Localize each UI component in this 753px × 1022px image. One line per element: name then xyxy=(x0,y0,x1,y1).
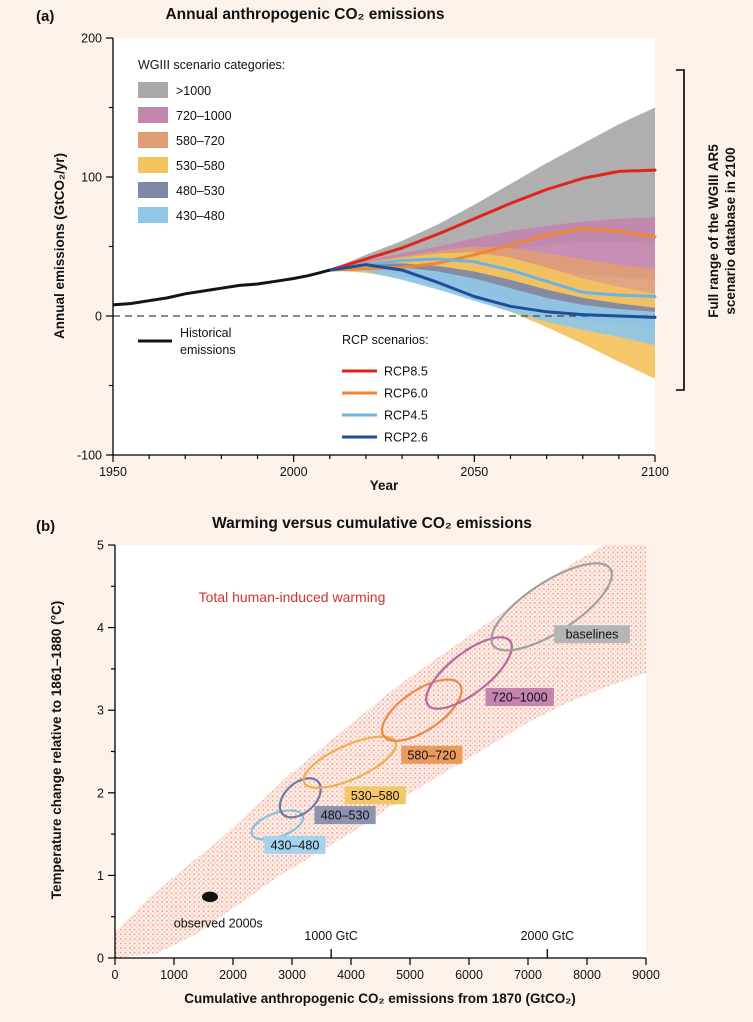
scenario-chip-label: baselines xyxy=(566,628,619,642)
rcp-legend-label: RCP2.6 xyxy=(384,431,428,445)
scenario-ellipse-580–720 xyxy=(380,678,463,742)
warming-band-label: Total human-induced warming xyxy=(198,589,386,605)
panel-b-y-tick-label: 5 xyxy=(97,539,104,553)
panel-b-x-tick-label: 7000 xyxy=(514,968,542,982)
panel-b-x-tick-label: 8000 xyxy=(573,968,601,982)
panel-a-y-tick-label: 0 xyxy=(95,310,102,324)
panel-b-x-tick-label: 0 xyxy=(112,968,119,982)
gtc-tick-label: 2000 GtC xyxy=(521,929,575,943)
panel-b-y-tick-label: 4 xyxy=(97,621,104,635)
panel-a-y-tick-label: 200 xyxy=(81,32,102,46)
wg3-legend-swatch-480–530 xyxy=(138,182,168,198)
scenario-band-530–580 xyxy=(329,252,655,379)
scenario-ellipse-480–530 xyxy=(278,777,322,819)
panel-a: 1950 2000 2050 2100 -100 0 100 200 >1000 720–1000… xyxy=(0,0,753,505)
panel-a-x-tick-label: 2000 xyxy=(280,465,308,479)
observed-2000s-label: observed 2000s xyxy=(174,916,263,930)
scenario-chip-530–580 xyxy=(344,786,406,805)
full-range-bracket xyxy=(676,69,685,391)
rcp-legend-title: RCP scenarios: xyxy=(342,333,429,347)
wg3-legend-swatch-580–720 xyxy=(138,132,168,148)
panel-b-x-tick-label: 9000 xyxy=(632,968,660,982)
panel-b-title: Warming versus cumulative CO₂ emissions xyxy=(212,515,532,532)
panel-a-title: Annual anthropogenic CO₂ emissions xyxy=(165,6,445,23)
right-bracket-label: Full range of the WGIII AR5 scenario dat… xyxy=(705,61,741,401)
wg3-legend-label: 720–1000 xyxy=(176,109,232,123)
panel-b-x-tick-label: 4000 xyxy=(337,968,365,982)
panel-b-tag: (b) xyxy=(36,518,56,535)
wg3-legend-label: 480–530 xyxy=(176,184,225,198)
rcp-legend-label: RCP4.5 xyxy=(384,409,428,423)
rcp-legend-label: RCP6.0 xyxy=(384,387,428,401)
scenario-ellipse-outline-480–530 xyxy=(278,777,322,819)
wg3-legend-label: 580–720 xyxy=(176,134,225,148)
panel-a-x-tick-label: 2100 xyxy=(641,465,669,479)
panel-a-y-tick-label: -100 xyxy=(77,449,102,463)
panel-b: 430–480 480–530 530–580 580–720 720–1000 base… xyxy=(0,505,753,1022)
scenario-chip-580–720 xyxy=(401,745,463,764)
scenario-chip-480–530 xyxy=(314,806,376,825)
wg3-legend-swatch-720–1000 xyxy=(138,107,168,123)
scenario-band-430–480 xyxy=(329,266,655,346)
rcp-line-RCP2.6 xyxy=(328,263,657,319)
scenario-chip-label: 530–580 xyxy=(351,789,400,803)
scenario-chip-label: 430–480 xyxy=(271,838,320,852)
wg3-legend-label: 430–480 xyxy=(176,209,225,223)
scenario-chip-label: 720–1000 xyxy=(492,690,548,704)
gtc-tick-label: 1000 GtC xyxy=(304,929,358,943)
historical-emissions-line xyxy=(112,268,331,307)
panel-b-chart: 430–480 480–530 530–580 580–720 720–1000 base… xyxy=(97,539,660,983)
scenario-chip-430–480 xyxy=(264,835,326,854)
panel-b-x-tick-label: 1000 xyxy=(160,968,188,982)
wg3-legend-swatch->1000 xyxy=(138,82,168,98)
panel-a-chart: 1950 2000 2050 2100 -100 0 100 200 >1000 720–1000… xyxy=(77,32,685,479)
panel-a-tag: (a) xyxy=(36,8,55,25)
scenario-chip-label: 480–530 xyxy=(321,809,370,823)
rcp-legend-label: RCP8.5 xyxy=(384,365,428,379)
panel-b-y-tick-label: 0 xyxy=(97,952,104,966)
panel-b-y-tick-label: 2 xyxy=(97,786,104,800)
scenario-chip-baselines xyxy=(554,625,630,644)
rcp-line-RCP4.5 xyxy=(328,257,657,298)
scenario-chip-label: 580–720 xyxy=(407,748,456,762)
wg3-legend-label: 530–580 xyxy=(176,159,225,173)
observed-2000s-dot xyxy=(201,891,218,903)
scenario-chip-720–1000 xyxy=(485,687,554,706)
panel-b-y-tick-label: 1 xyxy=(97,869,104,883)
panel-b-x-tick-label: 2000 xyxy=(219,968,247,982)
panel-b-x-tick-label: 5000 xyxy=(396,968,424,982)
wg3-legend-swatch-430–480 xyxy=(138,207,168,223)
right-bracket-label-line1: Full range of the WGIII AR5 xyxy=(706,144,721,318)
panel-a-y-tick-label: 100 xyxy=(81,171,102,185)
panel-a-y-axis-label: Annual emissions (GtCO₂/yr) xyxy=(52,152,67,340)
panel-b-x-tick-label: 6000 xyxy=(455,968,483,982)
panel-b-x-axis-label: Cumulative anthropogenic CO₂ emissions f… xyxy=(184,991,576,1006)
panel-a-x-axis-label: Year xyxy=(369,478,399,493)
right-bracket-label-line2: scenario database in 2100 xyxy=(723,147,738,315)
scenario-ellipse-outline-580–720 xyxy=(380,678,463,742)
panel-b-x-tick-label: 3000 xyxy=(278,968,306,982)
scenario-ellipse-720–1000 xyxy=(425,636,513,710)
wg3-legend-label: >1000 xyxy=(176,84,211,98)
panel-a-x-tick-label: 2050 xyxy=(460,465,488,479)
scenario-ellipse-outline-720–1000 xyxy=(425,636,513,710)
panel-b-y-tick-label: 3 xyxy=(97,704,104,718)
historical-legend-label-line2: emissions xyxy=(180,343,236,357)
rcp-line-RCP8.5 xyxy=(328,168,657,272)
historical-legend-label-line1: Historical xyxy=(180,326,232,340)
wg3-legend-swatch-530–580 xyxy=(138,157,168,173)
panel-a-x-tick-label: 1950 xyxy=(99,465,127,479)
panel-b-y-axis-label: Temperature change relative to 1861–1880… xyxy=(49,600,64,900)
wg3-legend-title: WGIII scenario categories: xyxy=(138,58,286,72)
human-induced-warming-band xyxy=(115,545,646,958)
